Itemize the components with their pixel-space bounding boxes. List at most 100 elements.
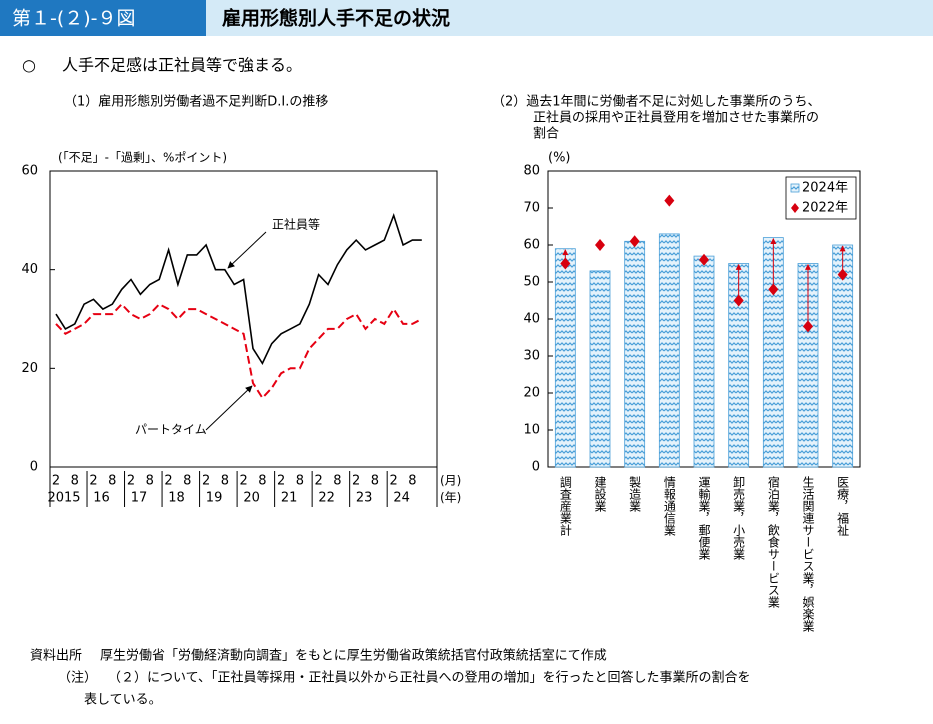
year-label: 2015 [47, 491, 80, 506]
marker [699, 253, 709, 266]
x-tick-label: 8 [71, 474, 79, 489]
bullet: ○ [22, 56, 36, 75]
x-tick-label: 8 [258, 474, 266, 489]
bar [832, 244, 854, 468]
marker [768, 283, 779, 296]
x-tick-label: 8 [408, 474, 416, 489]
legend-label: 2022年 [802, 201, 848, 216]
y-axis-label: (%) [548, 151, 571, 166]
x-tick-label: 8 [333, 474, 341, 489]
marker [595, 239, 605, 251]
chart-title: 正社員の採用や正社員登用を増加させた事業所の [533, 110, 819, 126]
bar [658, 233, 680, 468]
year-label: 24 [393, 491, 410, 506]
year-label: 18 [168, 491, 185, 506]
figure-title: 雇用形態別人手不足の状況 [222, 7, 450, 30]
y-tick-label: 70 [523, 201, 540, 216]
line-series [55, 302, 423, 400]
x-tick-label: 2 [52, 474, 60, 489]
note-label: （注） [58, 671, 97, 686]
bar [554, 248, 576, 468]
annotation: パートタイム [135, 423, 207, 437]
x-tick-label: 8 [146, 474, 154, 489]
year-unit: (年) [440, 491, 461, 505]
legend-label: 2024年 [802, 181, 848, 196]
year-label: 21 [281, 491, 298, 506]
marker [733, 294, 744, 307]
line-series [55, 212, 422, 366]
y-tick-label: 30 [523, 349, 540, 364]
y-tick-label: 10 [523, 423, 540, 438]
marker [560, 257, 571, 270]
x-tick-label: 製造業 [628, 476, 642, 512]
y-tick-label: 60 [21, 164, 38, 179]
x-tick-label: 8 [108, 474, 116, 489]
x-tick-label: 卸売業，小売業 [732, 475, 746, 560]
chart-title: （1）雇用形態別労働者過不足判断D.I.の推移 [64, 94, 328, 110]
x-tick-label: 建設業 [593, 476, 607, 512]
x-tick-label: 8 [371, 474, 379, 489]
year-label: 22 [318, 491, 335, 506]
annotation: 正社員等 [272, 217, 320, 232]
note: 表している。 [84, 693, 162, 708]
x-tick-label: 2 [314, 474, 322, 489]
note: （２）について、「正社員等採用・正社員以外から正社員への登用の増加」を行ったと回… [108, 670, 750, 686]
bar [762, 237, 784, 468]
chart-title: 割合 [533, 126, 559, 142]
marker [803, 320, 813, 333]
marker [629, 235, 640, 248]
legend-swatch [790, 183, 800, 193]
chart-title: （2）過去1年間に労働者不足に対処した事業所のうち、 [492, 94, 821, 110]
plot-area [49, 170, 438, 468]
x-tick-label: 2 [164, 474, 172, 489]
bar [624, 240, 646, 468]
y-tick-label: 50 [523, 275, 540, 290]
summary: 人手不足感は正社員等で強まる。 [62, 56, 302, 75]
marker [664, 194, 675, 207]
x-tick-label: 2 [239, 474, 247, 489]
x-tick-label: 8 [221, 474, 229, 489]
bar [728, 263, 750, 468]
y-tick-label: 40 [21, 262, 38, 277]
year-label: 17 [131, 491, 148, 506]
year-label: 16 [93, 491, 110, 506]
annotation-arrow [205, 385, 253, 431]
x-tick-label: 2 [277, 474, 285, 489]
bar [693, 255, 715, 468]
x-tick-label: 医療，福祉 [836, 476, 850, 537]
source: 厚生労働省「労働経済動向調査」をもとに厚生労働省政策統括官付政策統括室にて作成 [100, 648, 607, 664]
y-tick-label: 80 [523, 164, 540, 179]
x-tick-label: 運輸業，郵便業 [697, 476, 711, 560]
x-tick-label: 2 [202, 474, 210, 489]
x-tick-label: 2 [390, 474, 398, 489]
source-label: 資料出所 [30, 649, 82, 664]
x-tick-label: 2 [127, 474, 135, 489]
x-tick-label: 生活関連サービス業，娯楽業 [801, 476, 815, 632]
y-tick-label: 60 [523, 238, 540, 253]
bar [589, 270, 611, 468]
legend-swatch [791, 203, 799, 213]
x-unit: (月) [440, 474, 461, 488]
x-tick-label: 2 [352, 474, 360, 489]
x-tick-label: 情報通信業 [662, 476, 676, 536]
y-tick-label: 0 [30, 460, 38, 475]
x-tick-label: 8 [296, 474, 304, 489]
x-tick-label: 調査産業計 [558, 476, 572, 536]
x-tick-label: 8 [183, 474, 191, 489]
y-tick-label: 0 [532, 460, 540, 475]
bar [797, 263, 819, 468]
y-tick-label: 20 [523, 386, 540, 401]
x-tick-label: 宿泊業，飲食サービス業 [766, 475, 780, 608]
annotation-arrow [227, 231, 267, 269]
year-label: 23 [356, 491, 373, 506]
year-label: 19 [206, 491, 223, 506]
y-axis-label: (「不足」-「過剰」、%ポイント) [58, 151, 227, 165]
x-tick-label: 2 [89, 474, 97, 489]
marker [837, 268, 848, 281]
year-label: 20 [243, 491, 260, 506]
figure-number-box [0, 0, 206, 36]
figure-number: 第１-(２)-９図 [12, 8, 136, 30]
y-tick-label: 40 [523, 312, 540, 327]
y-tick-label: 20 [21, 361, 38, 376]
